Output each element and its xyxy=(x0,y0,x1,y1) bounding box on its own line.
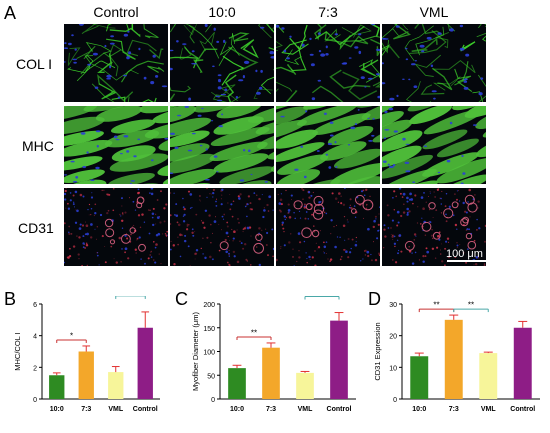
y-tick-label: 0 xyxy=(211,397,215,404)
x-tick-label: VML xyxy=(108,406,124,413)
y-tick-label: 20 xyxy=(389,334,397,341)
y-tick-label: 0 xyxy=(33,397,37,404)
bar-vml xyxy=(296,373,314,399)
y-tick-label: 2 xyxy=(33,365,37,372)
x-tick-label: 7:3 xyxy=(449,406,459,413)
bar-vml xyxy=(479,353,497,399)
column-header-10-0: 10:0 xyxy=(170,4,274,20)
significance-label: ** xyxy=(433,301,439,310)
y-tick-label: 200 xyxy=(203,302,215,309)
significance-label: ** xyxy=(319,296,325,297)
x-tick-label: VML xyxy=(481,406,497,413)
y-axis-label: MHC/COL I xyxy=(13,332,22,370)
bar-7-3 xyxy=(262,348,280,399)
chart-d: 0 10 20 30 CD31 Expression 10:0 7:3 VML Control *… xyxy=(370,296,550,433)
y-tick-label: 6 xyxy=(33,302,37,309)
bar-control xyxy=(514,328,532,399)
micrograph-mhc-7-3 xyxy=(276,106,380,184)
x-tick-label: 10:0 xyxy=(50,406,64,413)
y-tick-label: 0 xyxy=(393,397,397,404)
x-tick-label: 7:3 xyxy=(81,406,91,413)
micrograph-col1-vml xyxy=(382,24,486,102)
micrograph-mhc-control xyxy=(64,106,168,184)
y-tick-label: 10 xyxy=(389,365,397,372)
y-tick-label: 30 xyxy=(389,302,397,309)
x-tick-label: Control xyxy=(510,406,535,413)
column-header-vml: VML xyxy=(382,4,486,20)
scale-bar xyxy=(447,260,489,262)
scale-bar-label: 100 μm xyxy=(446,248,483,260)
micrograph-mhc-10-0 xyxy=(170,106,274,184)
micrograph-cd31-control xyxy=(64,188,168,266)
panel-label-a: A xyxy=(4,3,16,24)
x-tick-label: Control xyxy=(133,406,158,413)
y-axis-label: Myofiber Diameter (μm) xyxy=(191,312,200,391)
micrograph-cd31-7-3 xyxy=(276,188,380,266)
column-header-control: Control xyxy=(64,4,168,20)
row-header-cd31: CD31 xyxy=(18,220,54,236)
y-tick-label: 50 xyxy=(207,373,215,380)
bar-7-3 xyxy=(445,320,463,399)
micrograph-col1-7-3 xyxy=(276,24,380,102)
x-tick-label: 10:0 xyxy=(230,406,244,413)
y-axis-label: CD31 Expression xyxy=(373,322,382,380)
significance-label: ** xyxy=(251,328,257,337)
y-tick-label: 100 xyxy=(203,350,215,357)
significance-label: * xyxy=(70,331,73,340)
bar-7-3 xyxy=(79,352,94,400)
x-tick-label: 7:3 xyxy=(266,406,276,413)
micrograph-col1-10-0 xyxy=(170,24,274,102)
bar-10-0 xyxy=(410,356,428,399)
micrograph-mhc-vml xyxy=(382,106,486,184)
x-tick-label: Control xyxy=(327,406,352,413)
row-header-col1: COL I xyxy=(16,56,52,72)
micrograph-col1-control xyxy=(64,24,168,102)
row-header-mhc: MHC xyxy=(22,138,54,154)
significance-label: ** xyxy=(468,301,474,310)
x-tick-label: 10:0 xyxy=(412,406,426,413)
bar-10-0 xyxy=(228,368,246,399)
y-tick-label: 4 xyxy=(33,334,37,341)
x-tick-label: VML xyxy=(298,406,314,413)
bar-control xyxy=(138,328,153,399)
column-header-7-3: 7:3 xyxy=(276,4,380,20)
y-tick-label: 150 xyxy=(203,326,215,333)
micrograph-cd31-10-0 xyxy=(170,188,274,266)
bar-vml xyxy=(108,372,123,399)
bar-control xyxy=(330,321,348,399)
bar-10-0 xyxy=(49,375,64,399)
